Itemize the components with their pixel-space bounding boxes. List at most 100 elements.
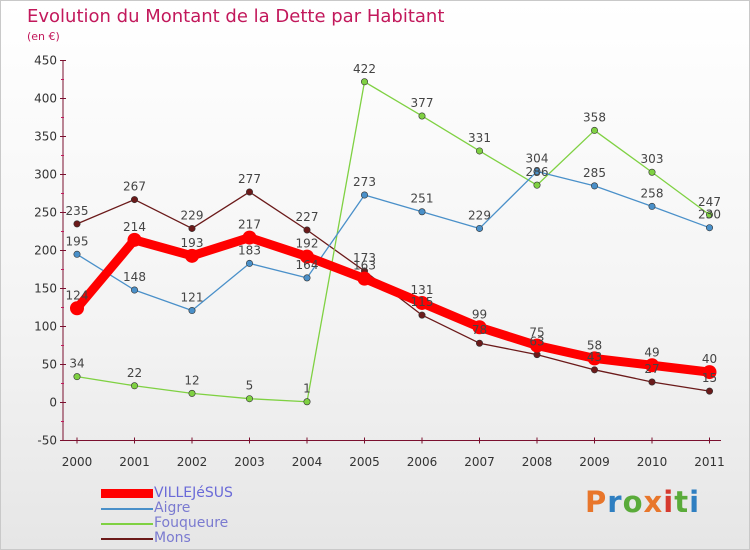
- data-point: [188, 389, 196, 397]
- data-label: 377: [411, 96, 434, 110]
- data-point: [475, 147, 483, 155]
- data-point: [303, 274, 311, 282]
- data-point: [648, 202, 656, 210]
- data-point: [533, 167, 541, 175]
- legend-label: Fouqueure: [154, 515, 229, 531]
- data-label: 15: [702, 371, 717, 385]
- data-label: 235: [66, 204, 89, 218]
- data-point: [418, 112, 426, 120]
- data-label: 63: [529, 335, 544, 349]
- brand-letter: i: [689, 485, 701, 519]
- data-label: 247: [698, 195, 721, 209]
- data-point: [70, 301, 84, 316]
- data-label: 358: [583, 110, 606, 124]
- brand-letter: i: [663, 485, 675, 519]
- data-label: 22: [127, 366, 142, 380]
- data-label: 131: [411, 283, 434, 297]
- data-label: 230: [698, 208, 721, 222]
- data-label: 58: [587, 338, 602, 352]
- data-label: 40: [702, 352, 717, 366]
- legend-label: Mons: [154, 530, 191, 546]
- y-tick-label: 250: [34, 206, 57, 220]
- x-tick-label: 2011: [694, 455, 725, 469]
- data-label: 183: [238, 243, 261, 257]
- data-point: [360, 78, 368, 86]
- data-point: [590, 182, 598, 190]
- x-tick-label: 2006: [407, 455, 438, 469]
- y-tick-label: 400: [34, 92, 57, 106]
- y-tick-label: 300: [34, 168, 57, 182]
- x-tick-label: 2010: [637, 455, 668, 469]
- data-label: 164: [296, 258, 319, 272]
- x-tick-label: 2005: [349, 455, 380, 469]
- y-tick-label: 100: [34, 320, 57, 334]
- data-point: [705, 224, 713, 232]
- data-label: 251: [411, 192, 434, 206]
- data-point: [185, 248, 199, 263]
- series-line: [76, 81, 711, 403]
- data-point: [590, 126, 598, 134]
- x-tick-label: 2000: [62, 455, 93, 469]
- legend-swatch: [101, 523, 153, 525]
- data-point: [127, 232, 142, 247]
- data-label: 27: [644, 362, 659, 376]
- data-label: 304: [526, 151, 549, 165]
- x-tick-label: 2009: [579, 455, 610, 469]
- data-point: [705, 211, 713, 219]
- x-tick-label: 2001: [119, 455, 150, 469]
- y-tick-label: 150: [34, 282, 57, 296]
- data-label: 163: [353, 259, 376, 273]
- data-label: 331: [468, 131, 491, 145]
- data-point: [131, 286, 139, 294]
- data-label: 285: [583, 166, 606, 180]
- data-label: 12: [184, 373, 199, 387]
- brand-letter: P: [585, 485, 608, 519]
- data-label: 34: [69, 357, 84, 371]
- data-point: [475, 339, 483, 347]
- data-point: [587, 351, 602, 366]
- data-point: [73, 250, 81, 258]
- x-tick-label: 2003: [234, 455, 265, 469]
- legend-label: VILLEJéSUS: [154, 485, 233, 501]
- data-label: 422: [353, 62, 376, 76]
- data-point: [131, 382, 139, 390]
- data-label: 115: [411, 295, 434, 309]
- x-tick-label: 2004: [292, 455, 323, 469]
- data-point: [360, 191, 368, 199]
- data-label: 217: [238, 218, 261, 232]
- data-point: [475, 224, 483, 232]
- brand-letter: t: [674, 485, 690, 519]
- data-point: [533, 181, 541, 189]
- data-label: 193: [181, 236, 204, 250]
- data-point: [472, 320, 487, 335]
- data-label: 173: [353, 251, 376, 265]
- brand-letter: o: [622, 485, 644, 519]
- x-tick-label: 2007: [464, 455, 495, 469]
- data-point: [242, 230, 257, 245]
- data-point: [702, 365, 717, 380]
- chart-subtitle: (en €): [27, 30, 60, 43]
- brand-letter: x: [643, 485, 664, 519]
- data-label: 1: [303, 382, 311, 396]
- data-point: [418, 208, 426, 216]
- data-point: [590, 366, 598, 374]
- data-label: 192: [296, 237, 319, 251]
- data-label: 277: [238, 172, 261, 186]
- data-label: 214: [123, 220, 146, 234]
- data-label: 267: [123, 180, 146, 194]
- data-point: [530, 338, 544, 353]
- data-point: [418, 311, 426, 319]
- brand-letter: r: [607, 485, 623, 519]
- y-tick-label: 50: [42, 358, 57, 372]
- data-point: [246, 188, 254, 196]
- brand-logo: Proxiti: [585, 485, 700, 519]
- data-point: [415, 295, 429, 310]
- y-tick-label: 200: [34, 244, 57, 258]
- data-label: 49: [644, 345, 659, 359]
- data-point: [705, 387, 713, 395]
- data-label: 229: [468, 208, 491, 222]
- data-point: [303, 398, 311, 406]
- data-label: 227: [296, 210, 319, 224]
- legend-swatch: [101, 508, 153, 510]
